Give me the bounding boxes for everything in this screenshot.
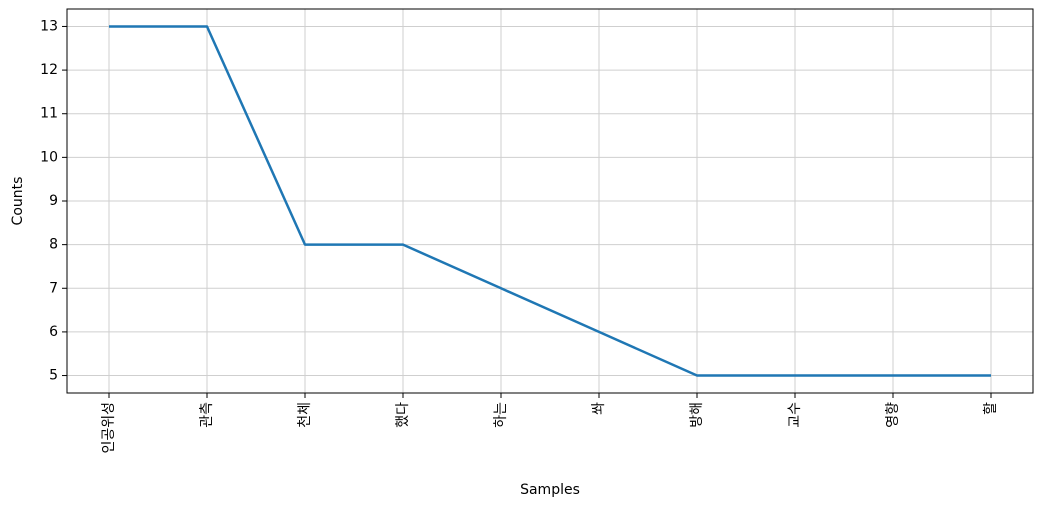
y-tick-label: 8: [49, 237, 58, 253]
x-tick-label: 교수: [787, 402, 803, 428]
y-tick-label: 10: [40, 149, 58, 165]
x-tick-label: 방해: [689, 402, 705, 428]
y-tick-label: 6: [49, 324, 58, 340]
y-tick-label: 7: [49, 280, 58, 296]
y-tick-label: 5: [49, 368, 58, 384]
x-tick-label: 했다: [395, 402, 411, 428]
y-axis-label: Counts: [10, 177, 26, 226]
x-tick-label: 영향: [885, 402, 901, 428]
x-tick-label: 할: [983, 402, 999, 415]
x-tick-label: 하는: [493, 402, 509, 428]
x-tick-label: 쏴: [591, 402, 607, 415]
plot-frame: [66, 8, 1034, 394]
x-axis-label: Samples: [520, 482, 580, 498]
x-tick-label: 관측: [199, 402, 215, 428]
y-tick-label: 9: [49, 193, 58, 209]
x-tick-label: 인공위성: [101, 402, 117, 454]
y-tick-label: 13: [40, 18, 58, 34]
x-tick-label: 천체: [297, 402, 313, 428]
y-tick-label: 12: [40, 62, 58, 78]
data-line: [109, 25, 991, 377]
y-tick-label: 11: [40, 106, 58, 122]
